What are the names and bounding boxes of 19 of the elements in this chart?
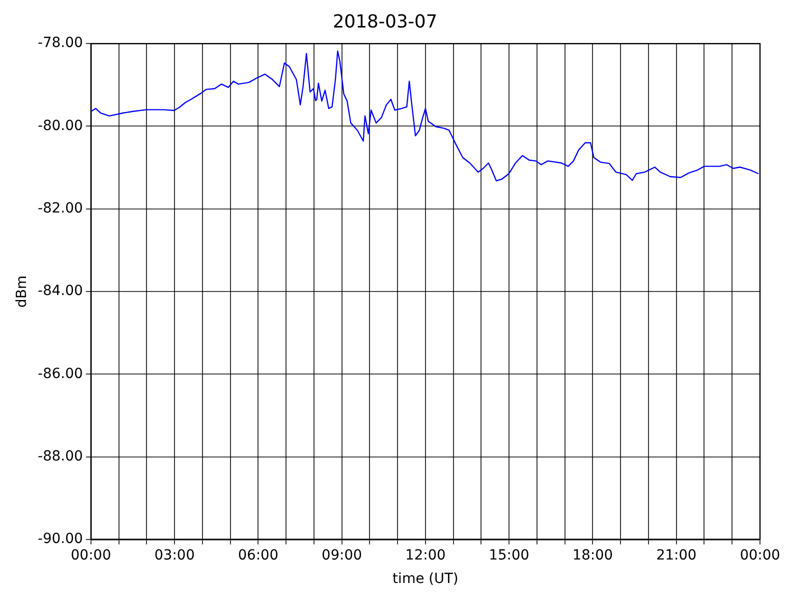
x-tick-label: 15:00 <box>488 547 530 564</box>
y-tick-label: -90.00 <box>38 531 83 548</box>
x-tick-label: 00:00 <box>70 547 112 564</box>
x-tick-label: 18:00 <box>572 547 613 564</box>
y-tick-label: -78.00 <box>38 35 83 52</box>
y-axis-title: dBm <box>14 275 30 308</box>
y-tick-label: -86.00 <box>38 366 83 382</box>
x-tick-label: 06:00 <box>238 547 278 564</box>
x-tick-label: 21:00 <box>656 547 697 564</box>
y-tick-label: -80.00 <box>38 118 83 134</box>
x-tick-label: 09:00 <box>322 547 362 564</box>
x-tick-label: 12:00 <box>405 547 446 564</box>
x-axis-title: time (UT) <box>392 571 458 588</box>
chart-title: 2018-03-07 <box>332 11 438 32</box>
x-tick-label: 03:00 <box>154 547 195 564</box>
y-tick-label: -88.00 <box>38 448 83 464</box>
y-tick-label: -84.00 <box>38 283 83 300</box>
x-tick-label: 00:00 <box>740 547 780 564</box>
y-tick-label: -82.00 <box>38 200 83 217</box>
